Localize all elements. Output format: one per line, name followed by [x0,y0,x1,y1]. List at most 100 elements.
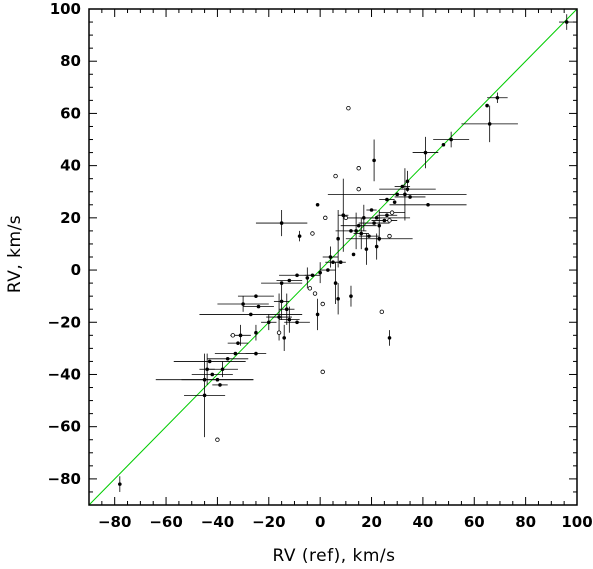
x-tick-label: −40 [201,513,234,531]
data-point [284,320,310,325]
filled-marker [225,357,230,361]
filled-marker [392,200,397,204]
data-point [207,357,249,361]
filled-marker [349,294,353,298]
open-marker [310,231,315,236]
filled-marker [372,158,376,163]
data-point [354,212,358,250]
data-point [297,230,302,242]
filled-marker [318,270,322,275]
open-marker [343,215,349,221]
y-tick-label: 0 [71,261,81,279]
filled-marker [359,231,364,236]
open-marker [276,330,282,335]
open-data-point [379,309,384,315]
data-point [217,296,269,312]
open-data-point [389,210,395,215]
data-point [372,139,376,182]
filled-marker [364,247,369,251]
data-point [389,202,467,207]
filled-marker [297,234,302,238]
ticks-layer: −80 −60 −40 −20 0 20 40 60 80 100 −80 −60 −40 −20 0 20 4… [48,0,593,531]
data-point [333,262,338,304]
open-marker [356,186,361,192]
data-point [237,294,274,298]
filled-marker [495,95,500,100]
filled-marker [254,294,258,298]
filled-marker [367,234,371,238]
open-marker [323,215,328,221]
open-data-point [323,215,328,221]
data-point [315,202,320,207]
data-point [315,298,320,331]
filled-marker [326,268,330,272]
filled-marker [218,383,222,387]
filled-marker [202,393,207,398]
data-point [318,262,322,284]
filled-marker [449,137,453,142]
open-data-point [312,291,318,296]
data-point [261,314,277,331]
filled-marker [374,244,379,249]
x-tick-label: 100 [561,513,592,531]
filled-marker [403,192,407,197]
data-point [322,246,339,268]
filled-marker [241,302,245,306]
filled-marker [441,142,446,147]
filled-marker [254,330,258,335]
filled-marker [315,202,320,207]
filled-marker [385,197,389,202]
open-marker [230,333,236,338]
filled-marker [382,218,387,223]
filled-marker [279,221,284,225]
filled-marker [328,255,333,259]
filled-marker [405,187,410,191]
filled-marker [331,260,335,265]
data-point [349,285,353,307]
data-point [559,14,575,30]
filled-marker [333,281,338,285]
y-axis-label: RV, km/s [5,215,25,293]
y-tick-label: −20 [48,313,81,331]
filled-marker [487,122,492,126]
open-marker [215,437,220,442]
data-point [243,304,274,309]
open-data-point [387,218,392,223]
data-point [364,233,369,265]
x-tick-label: 80 [515,513,536,531]
filled-marker [354,229,358,233]
x-tick-label: −80 [98,513,131,531]
data-point [351,252,356,257]
filled-marker [287,317,292,322]
x-tick-label: −20 [252,513,285,531]
x-axis-label: RV (ref), km/s [272,546,395,566]
open-data-point [307,286,313,291]
filled-marker [236,341,240,345]
filled-marker [210,372,215,377]
open-marker [333,173,338,179]
open-marker [346,105,351,111]
data-point [282,324,287,351]
open-data-point [310,231,315,236]
filled-marker [233,351,238,356]
open-data-point [356,166,361,171]
data-point [279,273,316,278]
filled-marker [341,213,346,218]
data-point [118,476,122,492]
points-layer [118,14,575,492]
filled-marker [564,20,569,24]
open-data-point [356,186,361,192]
y-tick-label: 80 [60,52,81,70]
open-marker [387,218,392,223]
data-point [336,283,340,315]
data-point [199,312,303,317]
open-marker [389,210,395,215]
filled-marker [220,367,225,372]
data-point [358,221,390,225]
open-marker [320,369,325,375]
filled-marker [377,223,382,228]
filled-marker [426,202,430,207]
filled-marker [282,336,287,340]
data-point [371,218,398,223]
open-data-point [346,105,351,111]
